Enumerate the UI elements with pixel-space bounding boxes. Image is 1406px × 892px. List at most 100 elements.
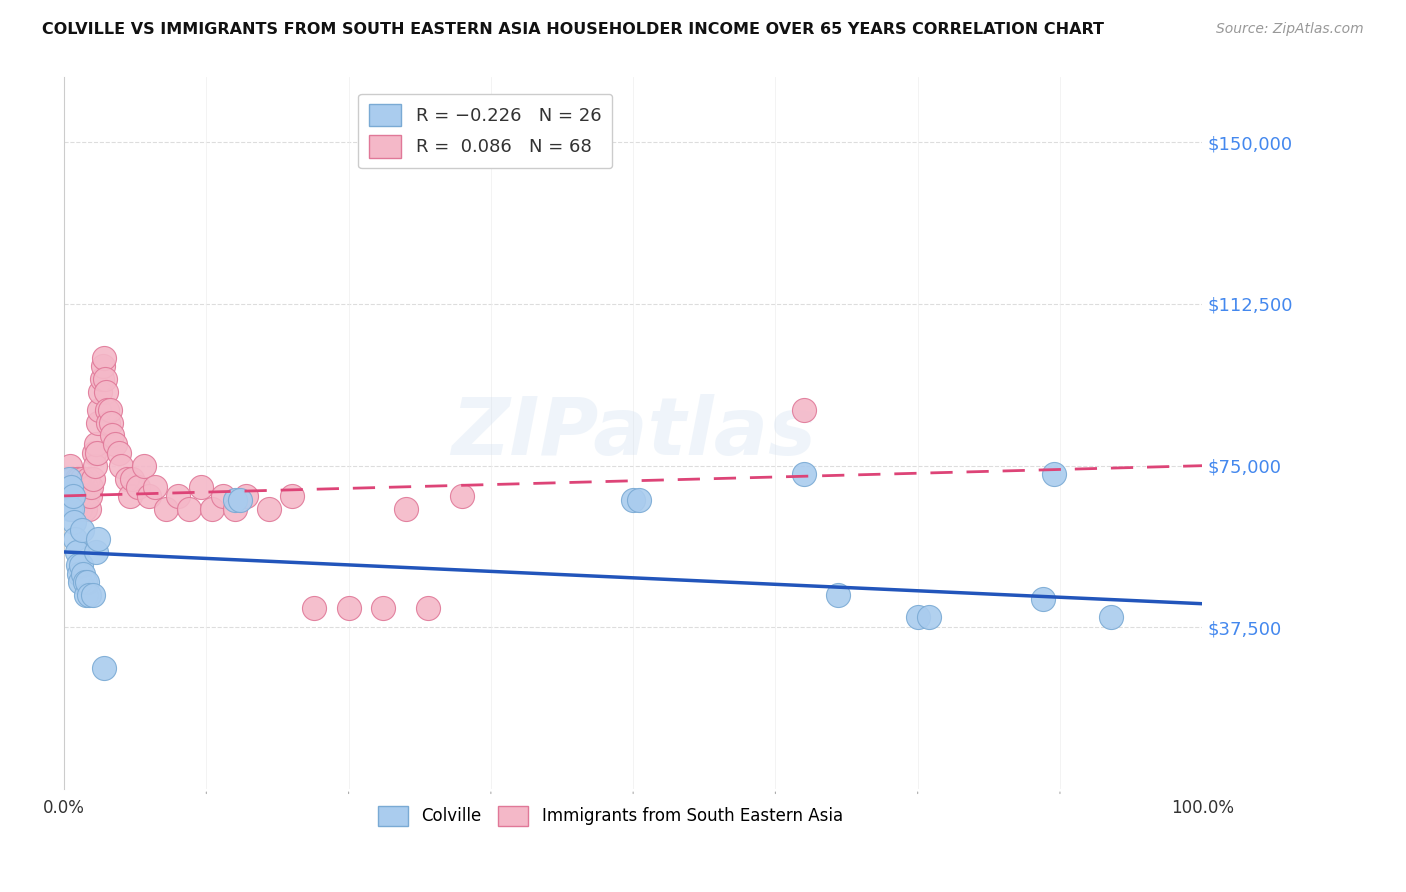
- Point: [86, 446, 108, 460]
- Point: [229, 493, 252, 508]
- Text: ZIPatlas: ZIPatlas: [451, 394, 815, 473]
- Point: [93, 661, 115, 675]
- Point: [167, 489, 190, 503]
- Point: [60, 501, 83, 516]
- Point: [104, 437, 127, 451]
- Point: [627, 493, 650, 508]
- Point: [97, 416, 120, 430]
- Point: [77, 472, 100, 486]
- Point: [1043, 467, 1066, 482]
- Point: [451, 489, 474, 503]
- Point: [115, 472, 138, 486]
- Point: [394, 501, 416, 516]
- Point: [418, 601, 440, 615]
- Point: [75, 588, 97, 602]
- Point: [907, 609, 929, 624]
- Point: [66, 489, 89, 503]
- Point: [337, 601, 360, 615]
- Point: [69, 501, 91, 516]
- Point: [55, 489, 77, 503]
- Point: [65, 472, 87, 486]
- Point: [59, 489, 82, 503]
- Point: [93, 351, 115, 365]
- Point: [80, 480, 103, 494]
- Point: [120, 489, 142, 503]
- Point: [304, 601, 326, 615]
- Text: COLVILLE VS IMMIGRANTS FROM SOUTH EASTERN ASIA HOUSEHOLDER INCOME OVER 65 YEARS : COLVILLE VS IMMIGRANTS FROM SOUTH EASTER…: [42, 22, 1104, 37]
- Point: [70, 480, 93, 494]
- Point: [235, 489, 257, 503]
- Legend: Colville, Immigrants from South Eastern Asia: Colville, Immigrants from South Eastern …: [370, 797, 851, 834]
- Point: [72, 524, 94, 538]
- Point: [56, 472, 79, 486]
- Point: [82, 472, 104, 486]
- Point: [63, 515, 86, 529]
- Point: [121, 472, 143, 486]
- Point: [72, 489, 94, 503]
- Point: [69, 575, 91, 590]
- Point: [67, 472, 90, 486]
- Point: [59, 480, 82, 494]
- Point: [89, 385, 111, 400]
- Point: [918, 609, 941, 624]
- Point: [201, 501, 224, 516]
- Point: [62, 489, 84, 503]
- Point: [793, 402, 815, 417]
- Point: [65, 545, 87, 559]
- Point: [77, 501, 100, 516]
- Point: [155, 501, 177, 516]
- Point: [77, 588, 100, 602]
- Text: Source: ZipAtlas.com: Source: ZipAtlas.com: [1216, 22, 1364, 37]
- Point: [58, 480, 80, 494]
- Point: [224, 493, 246, 508]
- Point: [59, 501, 82, 516]
- Point: [76, 489, 98, 503]
- Point: [91, 359, 114, 374]
- Point: [96, 385, 118, 400]
- Point: [79, 489, 101, 503]
- Point: [84, 545, 107, 559]
- Point: [65, 532, 87, 546]
- Point: [70, 558, 93, 572]
- Point: [65, 501, 87, 516]
- Point: [60, 472, 83, 486]
- Point: [793, 467, 815, 482]
- Point: [55, 489, 77, 503]
- Point: [84, 437, 107, 451]
- Point: [73, 575, 96, 590]
- Point: [72, 566, 94, 581]
- Point: [62, 480, 84, 494]
- Point: [73, 501, 96, 516]
- Point: [107, 446, 129, 460]
- Point: [66, 558, 89, 572]
- Point: [224, 501, 246, 516]
- Point: [101, 428, 124, 442]
- Point: [83, 446, 105, 460]
- Point: [621, 493, 644, 508]
- Point: [75, 480, 97, 494]
- Point: [87, 416, 110, 430]
- Point: [212, 489, 235, 503]
- Point: [100, 416, 122, 430]
- Point: [82, 588, 104, 602]
- Point: [110, 458, 132, 473]
- Point: [827, 588, 849, 602]
- Point: [132, 458, 155, 473]
- Point: [1099, 609, 1122, 624]
- Point: [76, 575, 98, 590]
- Point: [98, 402, 121, 417]
- Point: [179, 501, 201, 516]
- Point: [89, 402, 111, 417]
- Point: [94, 372, 117, 386]
- Point: [138, 489, 160, 503]
- Point: [371, 601, 394, 615]
- Point: [58, 472, 80, 486]
- Point: [257, 501, 280, 516]
- Point: [143, 480, 166, 494]
- Point: [96, 402, 118, 417]
- Point: [72, 472, 94, 486]
- Point: [1032, 592, 1054, 607]
- Point: [59, 458, 82, 473]
- Point: [87, 532, 110, 546]
- Point: [83, 458, 105, 473]
